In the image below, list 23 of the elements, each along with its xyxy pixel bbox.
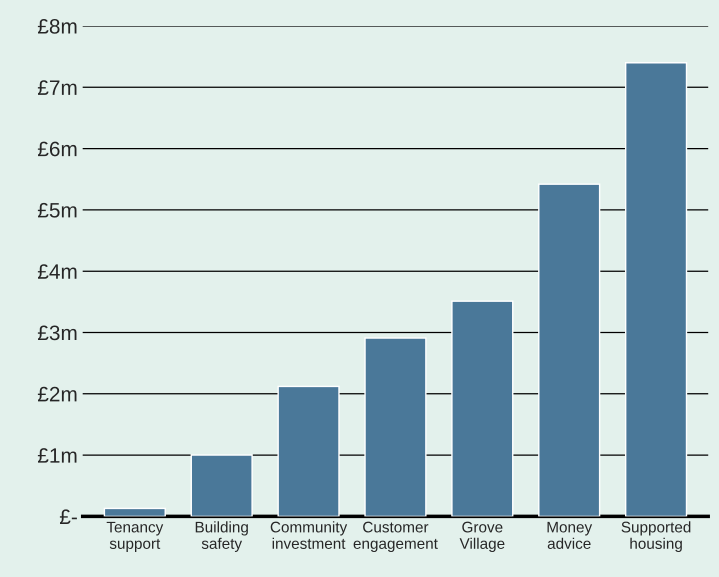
x-tick-label: Supported housing <box>622 521 690 552</box>
x-tick-label: Money advice <box>548 522 592 549</box>
y-tick-label: £3m <box>38 326 76 340</box>
x-tick-label: Building safety <box>196 521 248 552</box>
bar <box>104 508 166 516</box>
y-tick-label: £4m <box>38 264 76 279</box>
bar <box>364 337 427 516</box>
y-tick-label: £6m <box>38 142 76 156</box>
x-tick-label: Community investment <box>270 521 348 549</box>
y-tick-label: £5m <box>38 202 76 218</box>
y-tick-label: £2m <box>38 386 76 402</box>
bar <box>624 62 688 516</box>
x-tick-label: Tenancy support <box>106 522 164 552</box>
x-tick-label: Customer engagement <box>354 522 438 552</box>
y-tick-label: £1m <box>38 448 76 463</box>
bar <box>190 454 253 516</box>
bar <box>451 300 514 516</box>
bar <box>538 183 600 516</box>
y-tick-label: £8m <box>38 18 76 34</box>
y-tick-label: £7m <box>38 80 76 95</box>
x-tick-label: Grove Village <box>460 522 504 552</box>
bar <box>277 386 340 516</box>
y-tick-label: £- <box>60 509 77 524</box>
